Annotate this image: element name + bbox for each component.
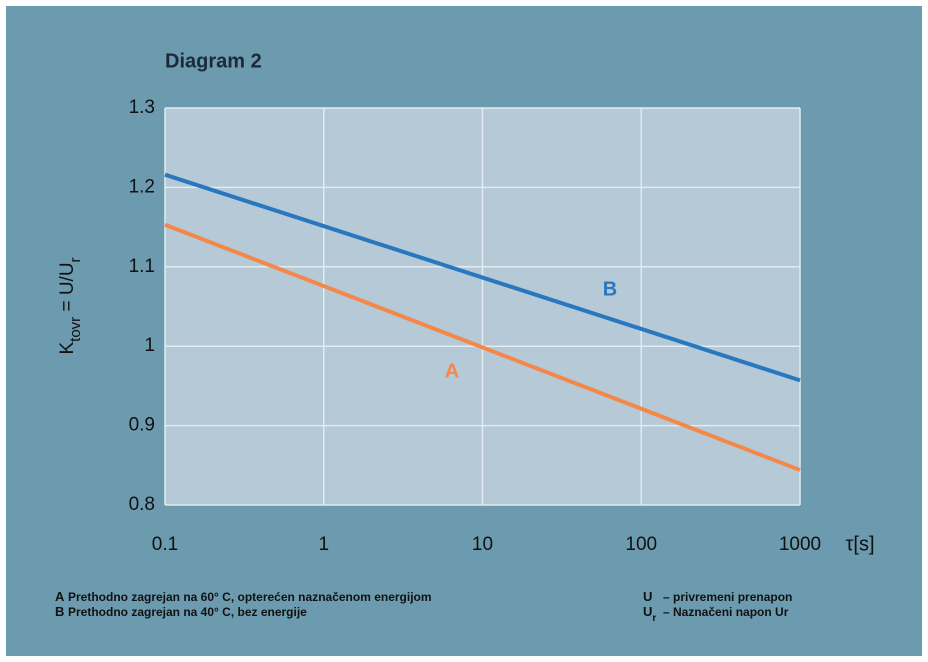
y-label-part: tovr	[67, 317, 84, 342]
note-key: U	[643, 604, 652, 619]
series-line	[164, 172, 801, 383]
note-key: A	[55, 589, 65, 604]
y-tick-label: 1	[144, 335, 155, 356]
note: A Prethodno zagrejan na 60° C, opterećen …	[55, 589, 432, 604]
y-label-part: = U/U	[57, 262, 78, 316]
y-axis-label: Ktovr = U/Ur	[57, 257, 84, 354]
y-tick-label: 0.8	[129, 494, 155, 515]
x-axis-label: τ[s]	[845, 533, 874, 555]
x-tick-label: 1	[318, 534, 329, 555]
y-tick-label: 1.2	[129, 176, 155, 197]
note: Ur – Naznačeni napon Ur	[643, 604, 789, 624]
series-label: B	[603, 278, 617, 300]
note-text: Prethodno zagrejan na 40° C, bez energij…	[68, 605, 307, 619]
y-tick-label: 1.1	[129, 256, 155, 277]
y-tick-label: 1.3	[129, 97, 155, 118]
x-tick-label: 100	[625, 534, 657, 555]
x-tick-label: 0.1	[152, 534, 178, 555]
y-label-part: r	[67, 257, 84, 262]
x-tick-label: 10	[472, 534, 493, 555]
series-label: A	[445, 360, 459, 382]
y-label-part: K	[57, 342, 78, 355]
note-key-sub: r	[652, 613, 656, 624]
chart-title: Diagram 2	[165, 50, 262, 72]
y-tick-label: 0.9	[129, 415, 155, 436]
note-key: B	[55, 604, 64, 619]
note-key: U	[643, 589, 652, 604]
note: U – privremeni prenapon	[643, 589, 792, 604]
series-line	[164, 222, 801, 472]
note-text: Prethodno zagrejan na 60° C, opterećen n…	[68, 590, 432, 604]
note-text: – Naznačeni napon Ur	[663, 605, 789, 619]
x-tick-label: 1000	[779, 534, 821, 555]
note: B Prethodno zagrejan na 40° C, bez energi…	[55, 604, 307, 619]
note-text: – privremeni prenapon	[663, 590, 792, 604]
